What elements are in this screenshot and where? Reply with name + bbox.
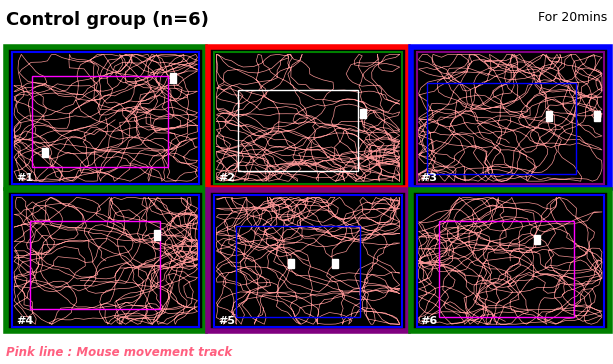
Text: #5: #5 [218, 316, 235, 326]
Text: #3: #3 [421, 173, 438, 183]
Text: #6: #6 [421, 316, 438, 326]
Bar [594, 111, 600, 120]
Bar [238, 90, 358, 171]
Bar [546, 111, 552, 120]
Bar [438, 221, 574, 317]
Bar [42, 148, 48, 157]
Bar [236, 226, 360, 317]
Bar [154, 230, 159, 240]
Text: Pink line : Mouse movement track: Pink line : Mouse movement track [6, 345, 232, 359]
Bar [30, 221, 159, 309]
Bar [427, 83, 576, 174]
Bar [360, 108, 366, 118]
Text: Control group (n=6): Control group (n=6) [6, 11, 209, 29]
Text: For 20mins: For 20mins [538, 11, 607, 24]
Bar [288, 259, 294, 268]
Bar [534, 235, 540, 244]
Text: #4: #4 [16, 316, 33, 326]
Text: #1: #1 [16, 173, 33, 183]
Text: #2: #2 [218, 173, 235, 183]
Bar [32, 75, 167, 167]
Bar [170, 74, 175, 83]
Bar [332, 259, 338, 268]
